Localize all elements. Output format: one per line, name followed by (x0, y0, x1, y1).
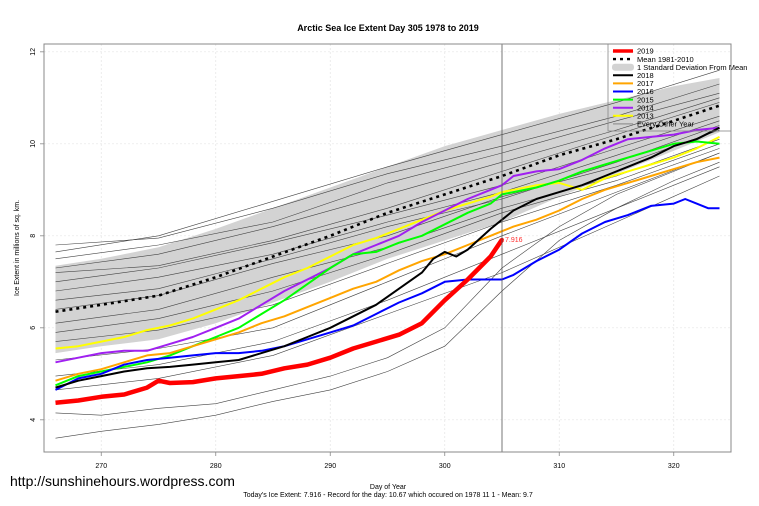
y-axis: 4 6 8 10 12 (30, 48, 44, 422)
other-year-line (55, 115, 720, 283)
legend-label: 2015 (637, 95, 654, 104)
y-tick-label: 6 (30, 326, 37, 330)
legend-label: 2016 (637, 87, 654, 96)
x-tick-label: 290 (324, 463, 336, 470)
legend-swatch-band (612, 63, 634, 71)
legend-label: 2014 (637, 103, 654, 112)
x-tick-label: 280 (210, 463, 222, 470)
plot-frame (43, 43, 732, 453)
legend-label: Every Other Year (637, 120, 695, 129)
current-value-label: 7.916 (505, 237, 523, 244)
other-year-line (55, 120, 720, 292)
legend-label: 2017 (637, 79, 654, 88)
sd-band (55, 78, 720, 354)
other-year-line (55, 161, 720, 439)
other-year-line (55, 92, 720, 260)
other-year-line (55, 148, 720, 342)
legend-label: Mean 1981-2010 (637, 55, 694, 64)
x-axis: 270 280 290 300 310 320 (95, 452, 680, 470)
x-tick-label: 300 (439, 463, 451, 470)
series-line-2016 (55, 198, 720, 391)
other-year-line (55, 152, 720, 416)
series-line-2013 (55, 136, 720, 350)
other-year-line (55, 152, 720, 361)
series-line-2018 (55, 126, 720, 389)
x-axis-label: Day of Year (370, 484, 407, 491)
series-group (55, 126, 720, 406)
x-tick-label: 270 (95, 463, 107, 470)
y-tick-label: 12 (30, 48, 37, 56)
x-tick-label: 320 (668, 463, 680, 470)
other-year-line (55, 97, 720, 269)
chart-subtitle: Today's Ice Extent: 7.916 - Record for t… (243, 492, 533, 499)
mean-line-group (55, 104, 720, 313)
series-line-2015 (55, 140, 720, 387)
y-tick-label: 8 (30, 234, 37, 238)
series-line-2014 (55, 126, 720, 364)
other-year-line (55, 69, 720, 253)
watermark: http://sunshinehours.wordpress.com (10, 473, 235, 489)
other-year-line (55, 129, 720, 310)
y-tick-label: 10 (30, 140, 37, 148)
y-tick-label: 4 (30, 418, 37, 422)
series-line-2017 (55, 156, 720, 382)
other-year-line (55, 143, 720, 333)
other-years-group (55, 69, 720, 439)
legend-label: 1 Standard Deviation From Mean (637, 63, 747, 72)
sd-band-group (55, 78, 720, 354)
chart-title: Arctic Sea Ice Extent Day 305 1978 to 20… (297, 23, 479, 33)
legend-label: 2018 (637, 71, 654, 80)
other-year-line (55, 175, 720, 391)
legend-label: 2019 (637, 47, 654, 56)
other-year-line (55, 125, 720, 301)
mean-line (55, 104, 720, 313)
x-tick-label: 310 (553, 463, 565, 470)
other-year-line (55, 102, 720, 273)
legend-label: 2013 (637, 112, 654, 121)
series-line-2019 (55, 238, 504, 406)
y-axis-label: Ice Extent in millions of sq. km. (14, 200, 21, 296)
